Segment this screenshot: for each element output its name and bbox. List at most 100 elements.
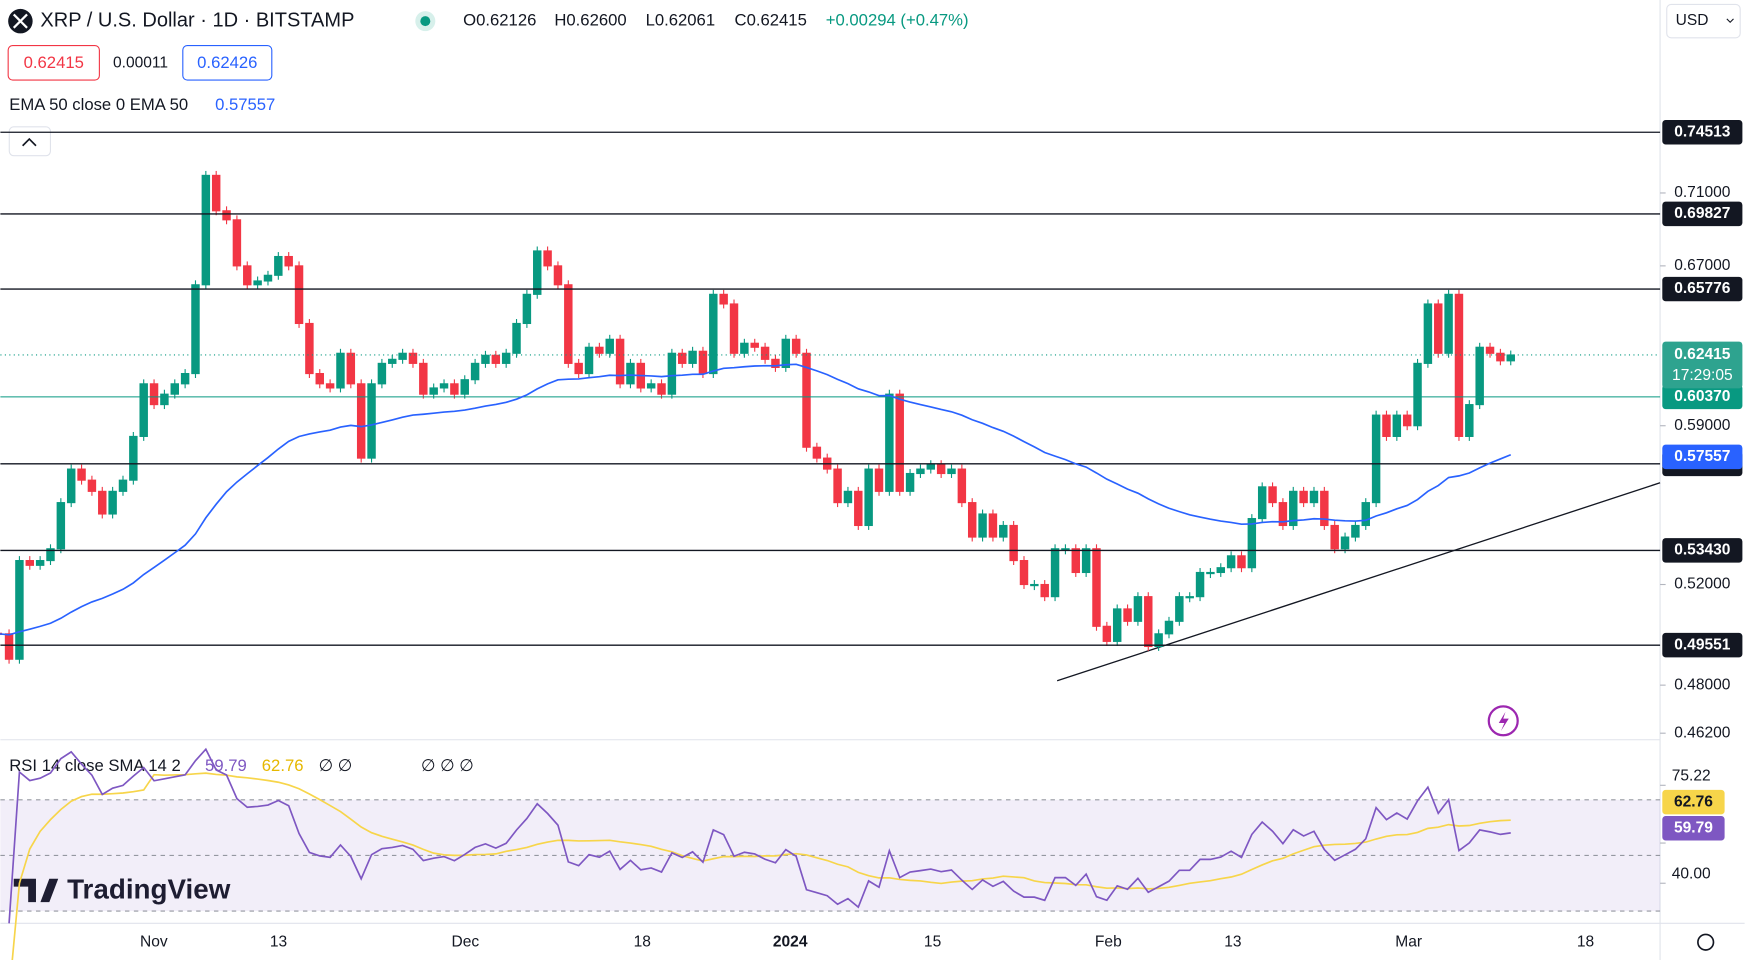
candle [1185, 596, 1194, 599]
open: O0.62126 [463, 11, 536, 30]
close: C0.62415 [735, 11, 807, 30]
candle [1081, 548, 1091, 574]
candle [1144, 596, 1153, 648]
candle [771, 358, 780, 368]
rsi-line [8, 747, 1511, 924]
x-tick-label: Nov [140, 933, 168, 950]
candle [501, 352, 511, 364]
candle [1423, 303, 1433, 364]
y-tick-label: 0.52000 [1674, 576, 1731, 593]
candle [605, 338, 614, 354]
candle [1402, 414, 1412, 427]
currency: USD [1676, 12, 1709, 29]
candle [1061, 548, 1070, 551]
candle [584, 346, 594, 375]
candle [802, 352, 811, 448]
y-tick-label: 0.59000 [1674, 417, 1731, 434]
candle [553, 265, 563, 286]
currency-caret [1726, 18, 1734, 24]
candle [1216, 567, 1225, 574]
candle [1102, 625, 1112, 642]
candle [1133, 596, 1143, 622]
candle [1206, 571, 1215, 575]
candle [678, 352, 687, 364]
candle [791, 338, 801, 354]
candle [118, 479, 128, 492]
candle [1496, 352, 1505, 362]
candle [1154, 633, 1163, 648]
candle [1237, 555, 1246, 569]
candle [750, 342, 759, 348]
bid: 0.62415 [24, 53, 84, 72]
candle [1040, 583, 1049, 598]
currency-select[interactable] [1666, 3, 1741, 39]
candle [1289, 490, 1298, 527]
x-tick-label: 13 [270, 933, 287, 950]
candle [108, 490, 117, 515]
candle [1175, 596, 1184, 622]
spread: 0.00011 [113, 55, 168, 72]
collapse-icon [22, 137, 37, 147]
level-label: 0.65776 [1674, 280, 1731, 297]
candle [315, 373, 324, 385]
candle [1465, 404, 1474, 437]
symbol-logo-mark [12, 13, 28, 29]
candle [564, 284, 573, 364]
candle [1434, 303, 1443, 354]
bid-box[interactable] [7, 45, 100, 81]
ema-line [0, 363, 1512, 636]
candle [388, 358, 397, 364]
candle [812, 446, 822, 459]
level-tag [1662, 201, 1743, 227]
candle [543, 250, 552, 267]
candle [1392, 414, 1402, 437]
ask-box[interactable] [182, 45, 273, 81]
candle [429, 387, 438, 395]
candle [201, 174, 211, 286]
candle [222, 210, 231, 221]
candle [1278, 502, 1288, 527]
candle [760, 346, 770, 360]
brand-logo: TradingView [13, 873, 231, 904]
candle [947, 468, 956, 475]
candle [978, 513, 987, 538]
candle [294, 265, 304, 325]
candle [160, 393, 169, 406]
rsi-tag [1662, 815, 1725, 841]
rsi-tick-label: 40.00 [1672, 865, 1711, 882]
candle [595, 346, 604, 354]
candle [988, 513, 998, 538]
candle [895, 393, 904, 492]
support-tag [1662, 384, 1743, 410]
symbol-title: XRP / U.S. Dollar · 1D · BITSTAMP [40, 9, 354, 31]
candle [1371, 414, 1381, 504]
collapse-button[interactable] [8, 126, 51, 157]
candle [129, 435, 138, 481]
candle [191, 284, 200, 375]
candle [1050, 548, 1060, 598]
candle [615, 338, 625, 385]
candle [15, 560, 24, 660]
sma-tag-label: 62.76 [1674, 793, 1713, 810]
candle [843, 490, 853, 504]
x-tick-label: 18 [1577, 933, 1594, 950]
candle [1309, 490, 1319, 504]
candle [926, 464, 936, 470]
candle [263, 274, 273, 282]
settings-icon[interactable] [1697, 933, 1715, 951]
candle [367, 383, 376, 459]
sma-legend-value: 62.76 [262, 756, 304, 775]
candle [1226, 555, 1236, 569]
candle [1030, 583, 1039, 587]
lightning-icon[interactable] [1487, 705, 1519, 737]
candle [1195, 571, 1205, 598]
level-label: 0.69827 [1674, 205, 1730, 222]
candle [1506, 354, 1515, 362]
candle [864, 468, 873, 527]
candle [470, 362, 480, 381]
level-tag [1662, 538, 1743, 563]
candle [149, 383, 159, 406]
level-label: 0.74513 [1674, 123, 1731, 140]
candle [419, 362, 428, 395]
candle [1320, 490, 1329, 527]
